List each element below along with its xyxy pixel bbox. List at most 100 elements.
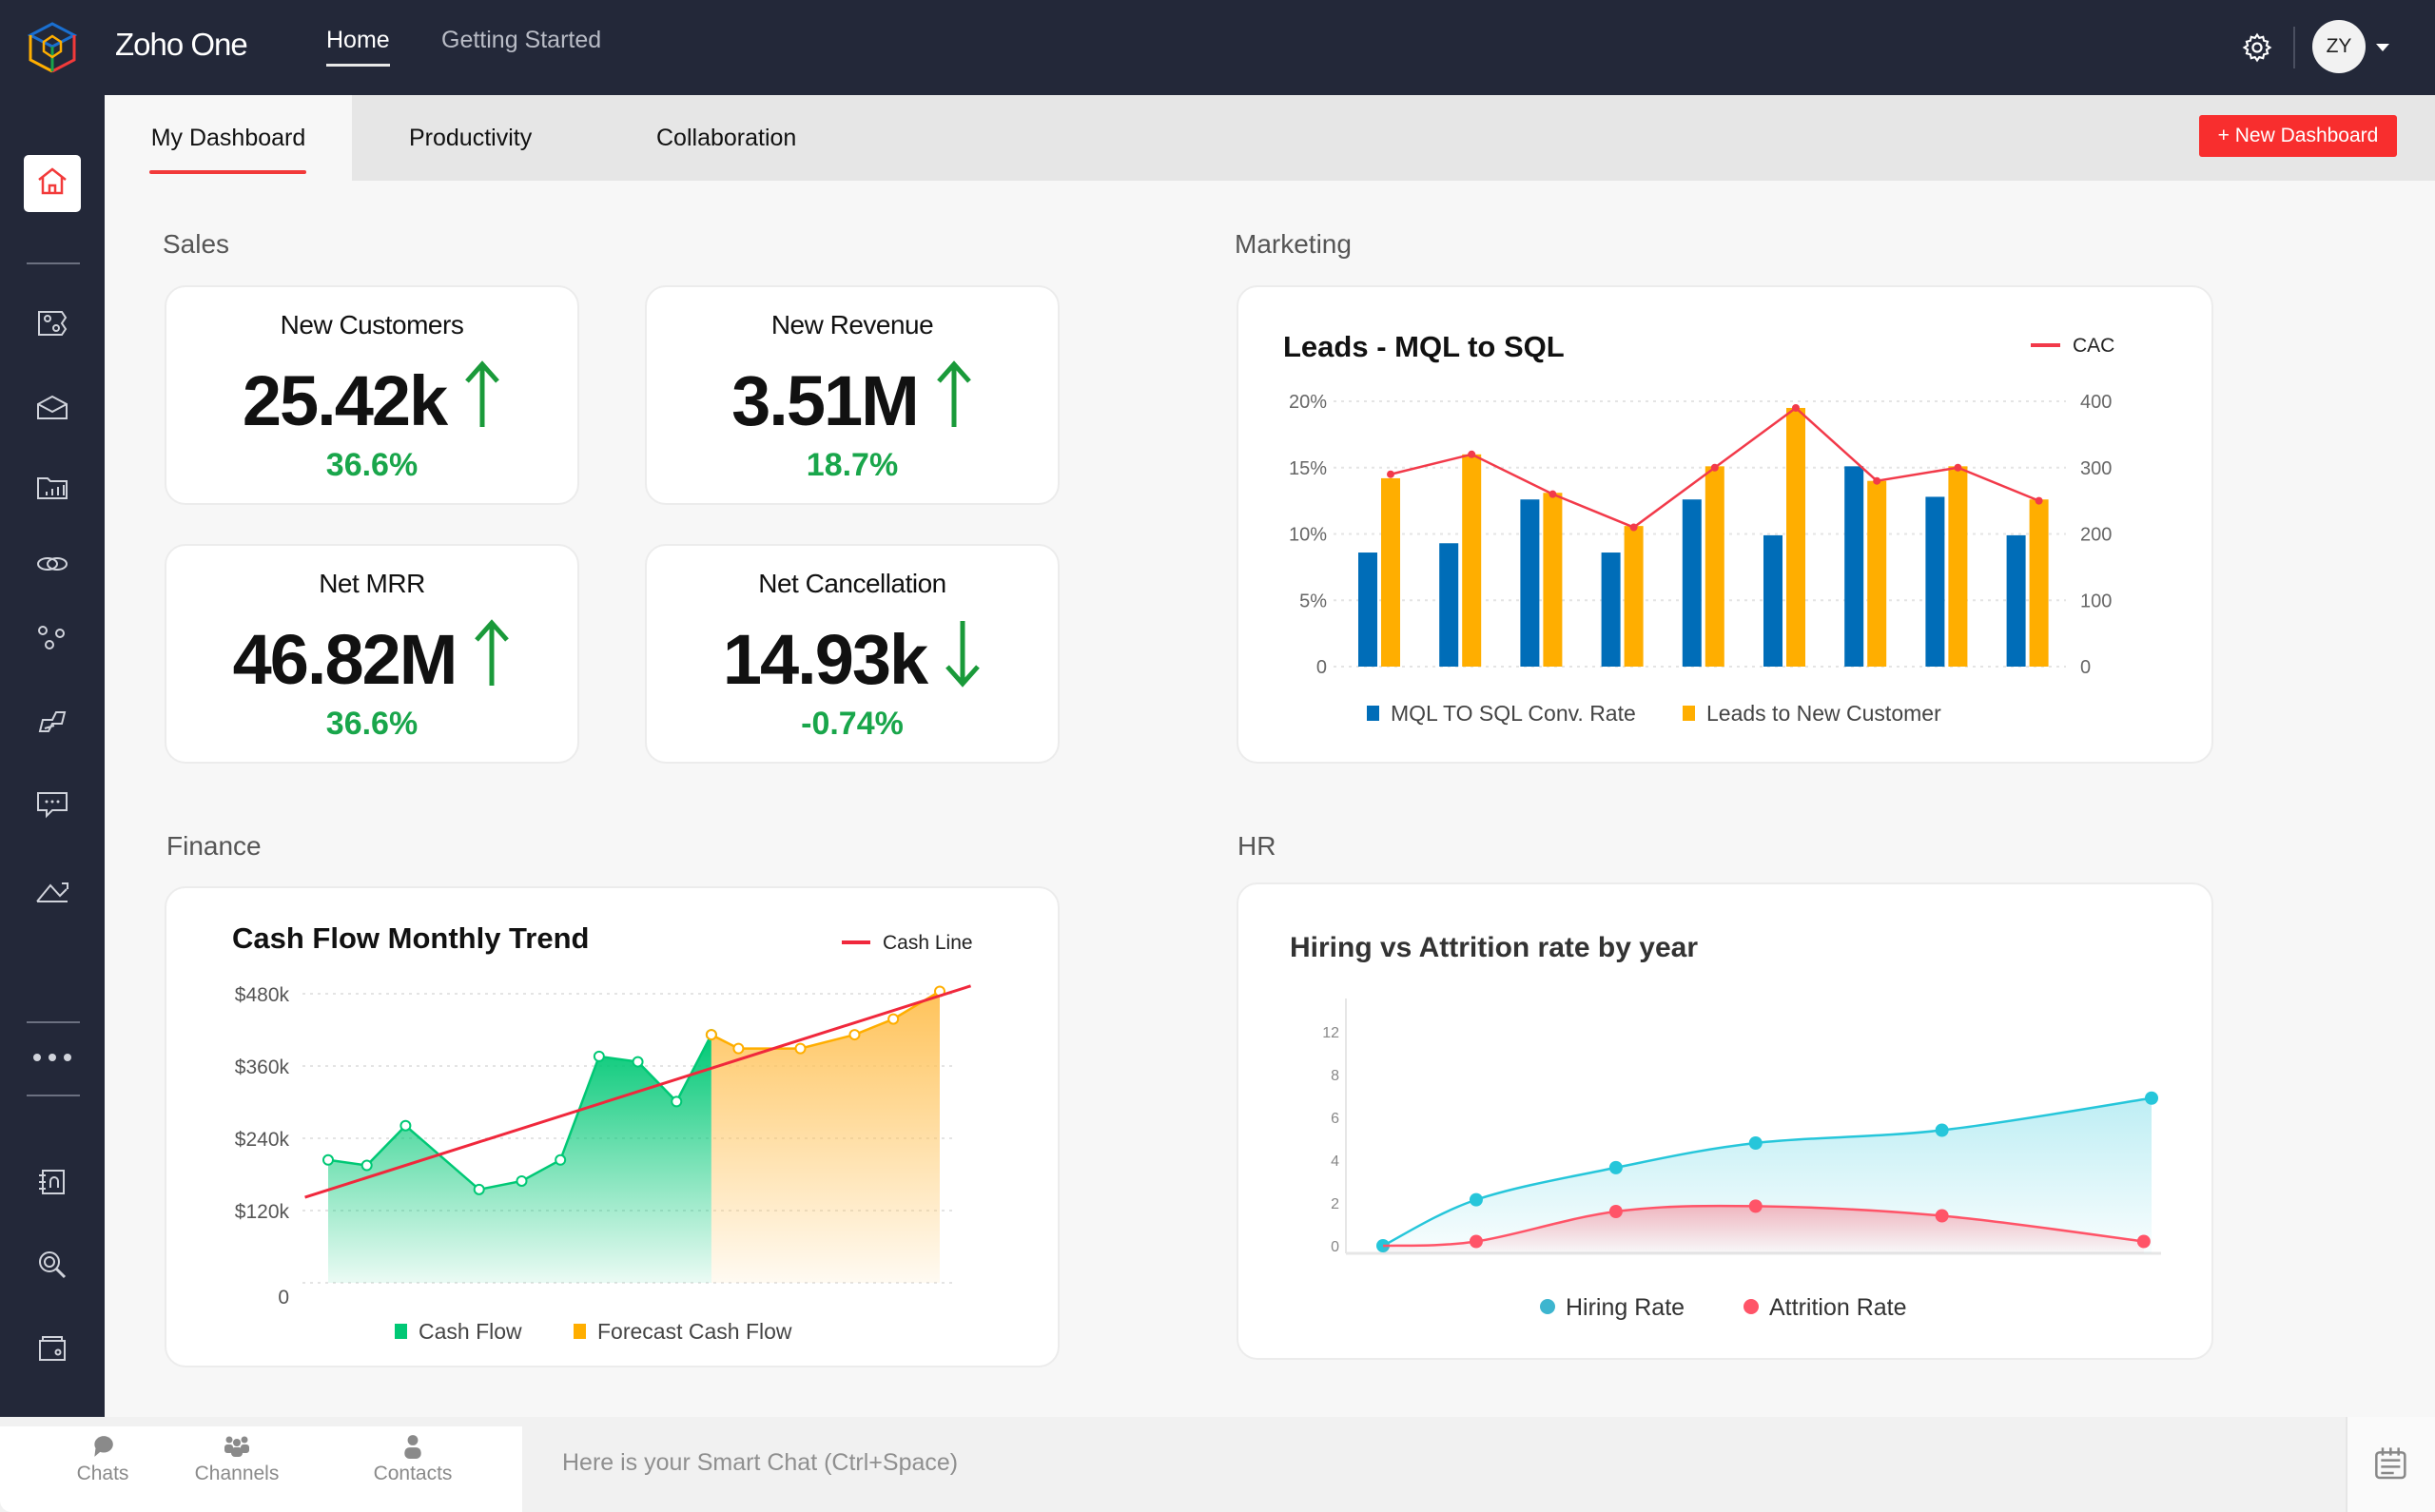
nav-getting-started[interactable]: Getting Started bbox=[441, 27, 602, 53]
kpi-change: 18.7% bbox=[806, 447, 899, 483]
cash-flow-chart: Cash Flow Monthly Trend 0 $120k $240k $360k $… bbox=[232, 921, 973, 1344]
cash-flow-point bbox=[671, 1095, 683, 1108]
bar-leads-to-customer bbox=[1462, 454, 1482, 667]
chevron-down-icon[interactable] bbox=[2376, 44, 2389, 51]
sign-icon[interactable] bbox=[24, 693, 81, 750]
desk-chat-icon[interactable] bbox=[24, 776, 81, 833]
kpi-title: New Customers bbox=[280, 310, 464, 339]
bar-leads-to-customer bbox=[1624, 526, 1644, 667]
bar-mql-to-sql bbox=[1682, 499, 1702, 667]
forecast-cash-flow-point bbox=[794, 1042, 807, 1055]
flow-icon[interactable] bbox=[24, 610, 81, 667]
bar-mql-to-sql bbox=[1358, 552, 1377, 667]
y-tick-label: 4 bbox=[1331, 1153, 1339, 1170]
y-tick-label-right: 200 bbox=[2080, 525, 2112, 546]
bar-mql-to-sql bbox=[1925, 496, 1945, 667]
bar-leads-to-customer bbox=[1704, 466, 1724, 667]
section-title-hr: HR bbox=[1237, 831, 1276, 861]
person-icon bbox=[404, 1435, 421, 1459]
cac-point bbox=[1549, 490, 1557, 498]
cliq-icon[interactable] bbox=[24, 535, 81, 592]
legend-mql-label: MQL TO SQL Conv. Rate bbox=[1391, 701, 1636, 726]
legend-hiring-swatch bbox=[1540, 1299, 1555, 1314]
bottom-chat-bar: Chats Channels Contacts Here is your Sma… bbox=[0, 1417, 2435, 1512]
sidebar-divider bbox=[27, 1021, 80, 1023]
kpi-value: 25.42k bbox=[242, 361, 448, 440]
attrition-rate-point bbox=[1469, 1234, 1483, 1249]
contacts-label: Contacts bbox=[373, 1463, 453, 1484]
bar-mql-to-sql bbox=[2006, 534, 2026, 667]
bar-leads-to-customer bbox=[2029, 499, 2049, 667]
cac-point bbox=[1954, 463, 1962, 472]
cac-point bbox=[2035, 496, 2043, 505]
hiring-rate-area bbox=[1383, 1097, 2152, 1253]
kpi-card[interactable]: New Revenue 3.51M 18.7% bbox=[645, 285, 1060, 505]
bar-mql-to-sql bbox=[1763, 534, 1782, 667]
kpi-card[interactable]: Net Cancellation 14.93k -0.74% bbox=[645, 544, 1060, 764]
crm-icon[interactable] bbox=[24, 295, 81, 352]
bar-leads-to-customer bbox=[1867, 480, 1887, 667]
divider bbox=[2293, 27, 2295, 68]
legend-cash-flow-swatch bbox=[395, 1324, 407, 1339]
bar-leads-to-customer bbox=[1543, 493, 1563, 667]
more-icon[interactable] bbox=[24, 1029, 81, 1086]
kpi-value-row: 46.82M bbox=[166, 617, 577, 700]
chats-button[interactable]: Chats bbox=[65, 1417, 141, 1512]
cash-flow-area bbox=[328, 1035, 711, 1283]
mail-icon[interactable] bbox=[24, 379, 81, 436]
kpi-value: 3.51M bbox=[731, 361, 920, 440]
kpi-card[interactable]: Net MRR 46.82M 36.6% bbox=[165, 544, 579, 764]
cash-flow-point bbox=[593, 1050, 605, 1062]
kpi-card[interactable]: New Customers 25.42k 36.6% bbox=[165, 285, 579, 505]
y-tick-label-left: 5% bbox=[1299, 591, 1327, 611]
wallet-icon[interactable] bbox=[24, 1320, 81, 1377]
cash-flow-line bbox=[327, 1034, 713, 1192]
tab-productivity[interactable]: Productivity bbox=[409, 125, 533, 151]
tab-my-dashboard[interactable]: My Dashboard bbox=[105, 95, 352, 181]
kpi-change: 36.6% bbox=[325, 706, 419, 742]
bar-mql-to-sql bbox=[1520, 499, 1540, 667]
legend-cash-line-label: Cash Line bbox=[883, 932, 973, 954]
legend-leads-label: Leads to New Customer bbox=[1706, 701, 1941, 726]
notebook-icon[interactable] bbox=[24, 1153, 81, 1211]
analytics-icon[interactable] bbox=[24, 863, 81, 920]
y-tick-label-right: 400 bbox=[2080, 392, 2112, 413]
contacts-button[interactable]: Contacts bbox=[365, 1417, 460, 1512]
sidebar-divider bbox=[27, 262, 80, 264]
hiring-attrition-chart: Hiring vs Attrition rate by year 0 2 4 6 8 12 H… bbox=[1290, 932, 2161, 1321]
cash-line bbox=[304, 984, 972, 1199]
forecast-cash-flow-point bbox=[887, 1013, 900, 1025]
channels-button[interactable]: Channels bbox=[189, 1417, 284, 1512]
legend-attrition-swatch bbox=[1743, 1299, 1759, 1314]
arrow-up-icon bbox=[465, 360, 500, 427]
app-title: Zoho One bbox=[115, 27, 248, 62]
y-tick-label-left: 0 bbox=[1316, 657, 1327, 678]
smart-chat-input[interactable]: Here is your Smart Chat (Ctrl+Space) bbox=[562, 1449, 959, 1476]
kpi-change: 36.6% bbox=[325, 447, 419, 483]
hr-chart-card: Hiring vs Attrition rate by year 0 2 4 6 8 12 H… bbox=[1237, 882, 2213, 1360]
forecast-cash-flow-point bbox=[732, 1042, 745, 1055]
cac-point bbox=[1792, 403, 1800, 412]
attrition-rate-point bbox=[2136, 1234, 2151, 1249]
cac-point bbox=[1387, 470, 1394, 478]
bar-mql-to-sql bbox=[1601, 552, 1621, 667]
y-tick-label: $480k bbox=[235, 984, 290, 1006]
chart-title: Leads - MQL to SQL bbox=[1283, 330, 1565, 363]
kpi-title: Net MRR bbox=[319, 569, 425, 598]
notes-button[interactable] bbox=[2346, 1417, 2435, 1512]
tab-collaboration[interactable]: Collaboration bbox=[656, 125, 797, 151]
home-icon[interactable] bbox=[24, 155, 81, 212]
new-dashboard-button[interactable]: + New Dashboard bbox=[2199, 115, 2397, 157]
gear-icon[interactable] bbox=[2241, 31, 2273, 64]
search-icon[interactable] bbox=[24, 1236, 81, 1293]
workdrive-icon[interactable] bbox=[24, 459, 81, 516]
y-tick-label-right: 300 bbox=[2080, 458, 2112, 479]
nav-home[interactable]: Home bbox=[326, 27, 390, 67]
forecast-cash-flow-area bbox=[711, 991, 940, 1283]
bar-leads-to-customer bbox=[1381, 477, 1400, 667]
tab-label: My Dashboard bbox=[150, 125, 306, 151]
avatar[interactable]: ZY bbox=[2312, 20, 2366, 73]
legend-forecast-swatch bbox=[574, 1324, 586, 1339]
cac-point bbox=[1629, 523, 1638, 532]
active-tab-indicator bbox=[149, 170, 306, 174]
